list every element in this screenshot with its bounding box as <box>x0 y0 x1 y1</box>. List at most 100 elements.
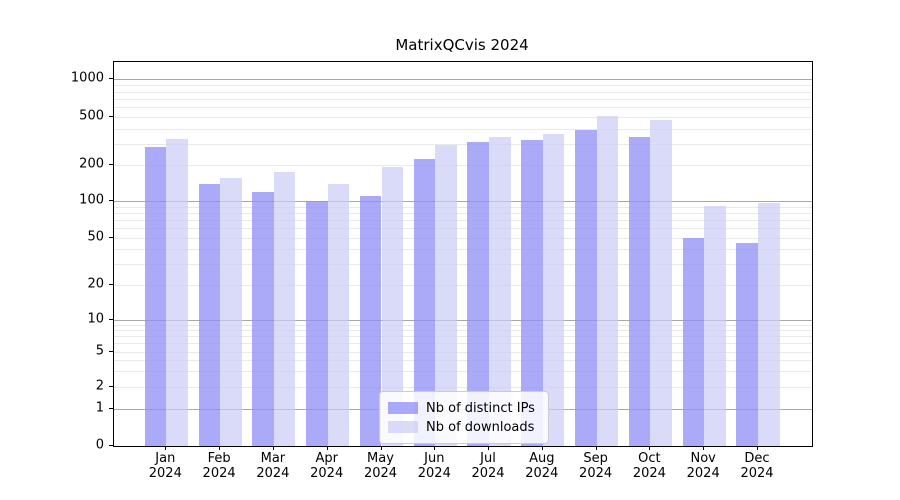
y-tick-label-500: 500 <box>79 108 104 124</box>
x-tick-label-jun: Jun 2024 <box>417 451 451 481</box>
gridline-minor-70 <box>114 220 812 221</box>
x-tick-label-nov: Nov 2024 <box>686 451 720 481</box>
x-tick-mark-feb <box>219 446 221 450</box>
bar-downloads-may <box>381 167 404 446</box>
gridline-minor-600 <box>114 107 812 109</box>
bar-downloads-oct <box>650 120 672 446</box>
bar-distinct-ips-feb <box>198 183 221 446</box>
gridline-minor-40 <box>114 249 812 251</box>
bar-downloads-dec <box>758 203 780 446</box>
bar-distinct-ips-oct <box>628 137 651 446</box>
bar-downloads-mar <box>273 171 296 446</box>
gridline-minor-800 <box>114 91 812 93</box>
y-tick-mark-200 <box>109 163 113 165</box>
y-tick-label-5: 5 <box>95 343 104 359</box>
bar-distinct-ips-jun <box>413 158 436 446</box>
legend: Nb of distinct IPs Nb of downloads <box>379 391 549 444</box>
y-tick-mark-10 <box>109 319 113 320</box>
x-tick-mark-aug <box>541 446 543 450</box>
gridline-minor-30 <box>114 264 812 266</box>
legend-row-distinct-ips: Nb of distinct IPs <box>388 399 540 417</box>
gridline-minor-500 <box>114 117 812 119</box>
bar-downloads-jan <box>166 138 188 446</box>
x-tick-mark-dec <box>757 446 758 450</box>
y-tick-mark-20 <box>109 284 113 285</box>
x-tick-label-apr: Apr 2024 <box>310 451 344 481</box>
x-tick-label-feb: Feb 2024 <box>202 451 236 481</box>
x-tick-label-may: May 2024 <box>363 451 398 481</box>
gridline-minor-900 <box>114 85 812 87</box>
bar-downloads-aug <box>542 134 565 446</box>
y-tick-label-50: 50 <box>87 229 104 245</box>
plot-area: Nb of distinct IPs Nb of downloads <box>113 61 813 447</box>
gridline-major-1000 <box>114 79 812 81</box>
legend-swatch-distinct-ips <box>388 402 418 414</box>
y-tick-mark-2 <box>109 386 113 387</box>
x-tick-mark-jun <box>434 446 436 450</box>
y-tick-mark-1 <box>109 407 113 409</box>
gridline-minor-20 <box>114 285 812 286</box>
gridline-minor-90 <box>114 206 812 208</box>
gridline-minor-60 <box>114 228 812 230</box>
y-tick-label-2: 2 <box>95 378 104 394</box>
gridline-major-100 <box>114 201 812 203</box>
gridline-major-10 <box>114 320 812 321</box>
legend-row-downloads: Nb of downloads <box>388 418 540 436</box>
y-tick-label-1000: 1000 <box>70 70 104 86</box>
gridline-minor-4 <box>114 360 812 362</box>
bar-downloads-apr <box>327 183 350 446</box>
gridline-minor-8 <box>114 330 812 332</box>
bar-distinct-ips-mar <box>252 191 274 446</box>
gridline-minor-2 <box>114 387 812 388</box>
x-tick-label-sep: Sep 2024 <box>579 451 613 481</box>
y-tick-mark-500 <box>109 116 113 118</box>
gridline-minor-7 <box>114 336 812 338</box>
gridline-minor-50 <box>114 237 812 239</box>
x-tick-mark-nov <box>703 446 705 450</box>
y-tick-label-1: 1 <box>95 400 104 416</box>
bar-distinct-ips-jan <box>144 147 167 446</box>
x-tick-mark-apr <box>326 446 328 450</box>
x-tick-mark-mar <box>272 446 274 450</box>
y-tick-mark-0 <box>109 445 113 446</box>
x-tick-mark-oct <box>649 446 651 450</box>
gridline-minor-6 <box>114 343 812 345</box>
y-tick-mark-100 <box>109 200 113 202</box>
bar-downloads-nov <box>704 205 726 446</box>
bar-distinct-ips-apr <box>306 201 328 446</box>
x-tick-label-dec: Dec 2024 <box>740 451 774 481</box>
gridline-minor-9 <box>114 324 812 326</box>
x-tick-label-jul: Jul 2024 <box>471 451 505 481</box>
bar-downloads-jul <box>489 136 511 446</box>
bar-distinct-ips-may <box>359 196 382 446</box>
y-tick-label-100: 100 <box>79 192 104 208</box>
y-tick-label-10: 10 <box>87 311 104 327</box>
gridline-minor-3 <box>114 371 812 373</box>
gridline-minor-400 <box>114 128 812 130</box>
x-tick-mark-sep <box>595 446 597 450</box>
bar-downloads-jun <box>435 144 457 446</box>
x-tick-mark-jan <box>165 446 167 450</box>
y-tick-label-0: 0 <box>95 437 104 453</box>
bar-distinct-ips-dec <box>736 243 758 446</box>
x-tick-mark-may <box>380 446 382 450</box>
bar-downloads-feb <box>220 178 242 446</box>
gridline-minor-200 <box>114 164 812 166</box>
bar-distinct-ips-jul <box>467 142 489 446</box>
legend-label-distinct-ips: Nb of distinct IPs <box>426 400 535 416</box>
gridline-minor-300 <box>114 143 812 145</box>
gridline-minor-700 <box>114 98 812 100</box>
x-tick-label-aug: Aug 2024 <box>525 451 559 481</box>
bar-distinct-ips-aug <box>521 140 543 446</box>
bar-downloads-sep <box>596 115 619 446</box>
x-tick-label-jan: Jan 2024 <box>148 451 182 481</box>
y-tick-label-200: 200 <box>79 156 104 172</box>
x-tick-label-mar: Mar 2024 <box>256 451 290 481</box>
x-tick-label-oct: Oct 2024 <box>632 451 666 481</box>
y-tick-mark-5 <box>109 350 113 352</box>
chart-title: MatrixQCvis 2024 <box>395 36 529 54</box>
y-tick-mark-50 <box>109 236 113 238</box>
y-tick-label-20: 20 <box>87 276 104 292</box>
y-tick-mark-1000 <box>109 78 113 80</box>
